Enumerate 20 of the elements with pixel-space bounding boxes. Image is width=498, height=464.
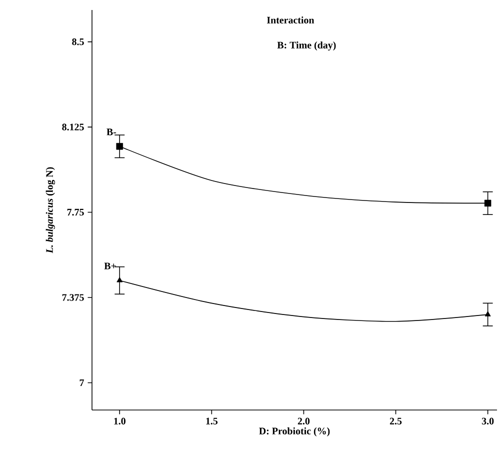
x-axis-title: D: Probiotic (%) <box>259 427 330 436</box>
annotation: Interaction <box>266 16 314 24</box>
y-tick-label: 8.125 <box>62 124 84 130</box>
annotation: B: Time (day) <box>277 41 336 51</box>
x-tick-label: 2.0 <box>298 418 310 425</box>
x-tick-label: 1.0 <box>114 418 126 425</box>
y-tick-label: 7.75 <box>67 208 84 216</box>
x-tick-label: 3.0 <box>482 418 494 425</box>
x-tick-label: 1.5 <box>206 418 218 424</box>
point <box>116 142 124 150</box>
y-tick-label: 7.375 <box>62 294 84 301</box>
point <box>484 311 491 316</box>
series-label: B+ <box>104 262 116 270</box>
y-axis-title: L. bulgaricus (log N) <box>46 167 55 254</box>
x-tick-label: 2.5 <box>390 418 402 425</box>
point <box>116 277 123 282</box>
y-tick-label: 8.5 <box>72 38 84 46</box>
y-tick-label: 7 <box>80 379 84 386</box>
series-label: B- <box>106 128 116 136</box>
point <box>484 200 492 207</box>
